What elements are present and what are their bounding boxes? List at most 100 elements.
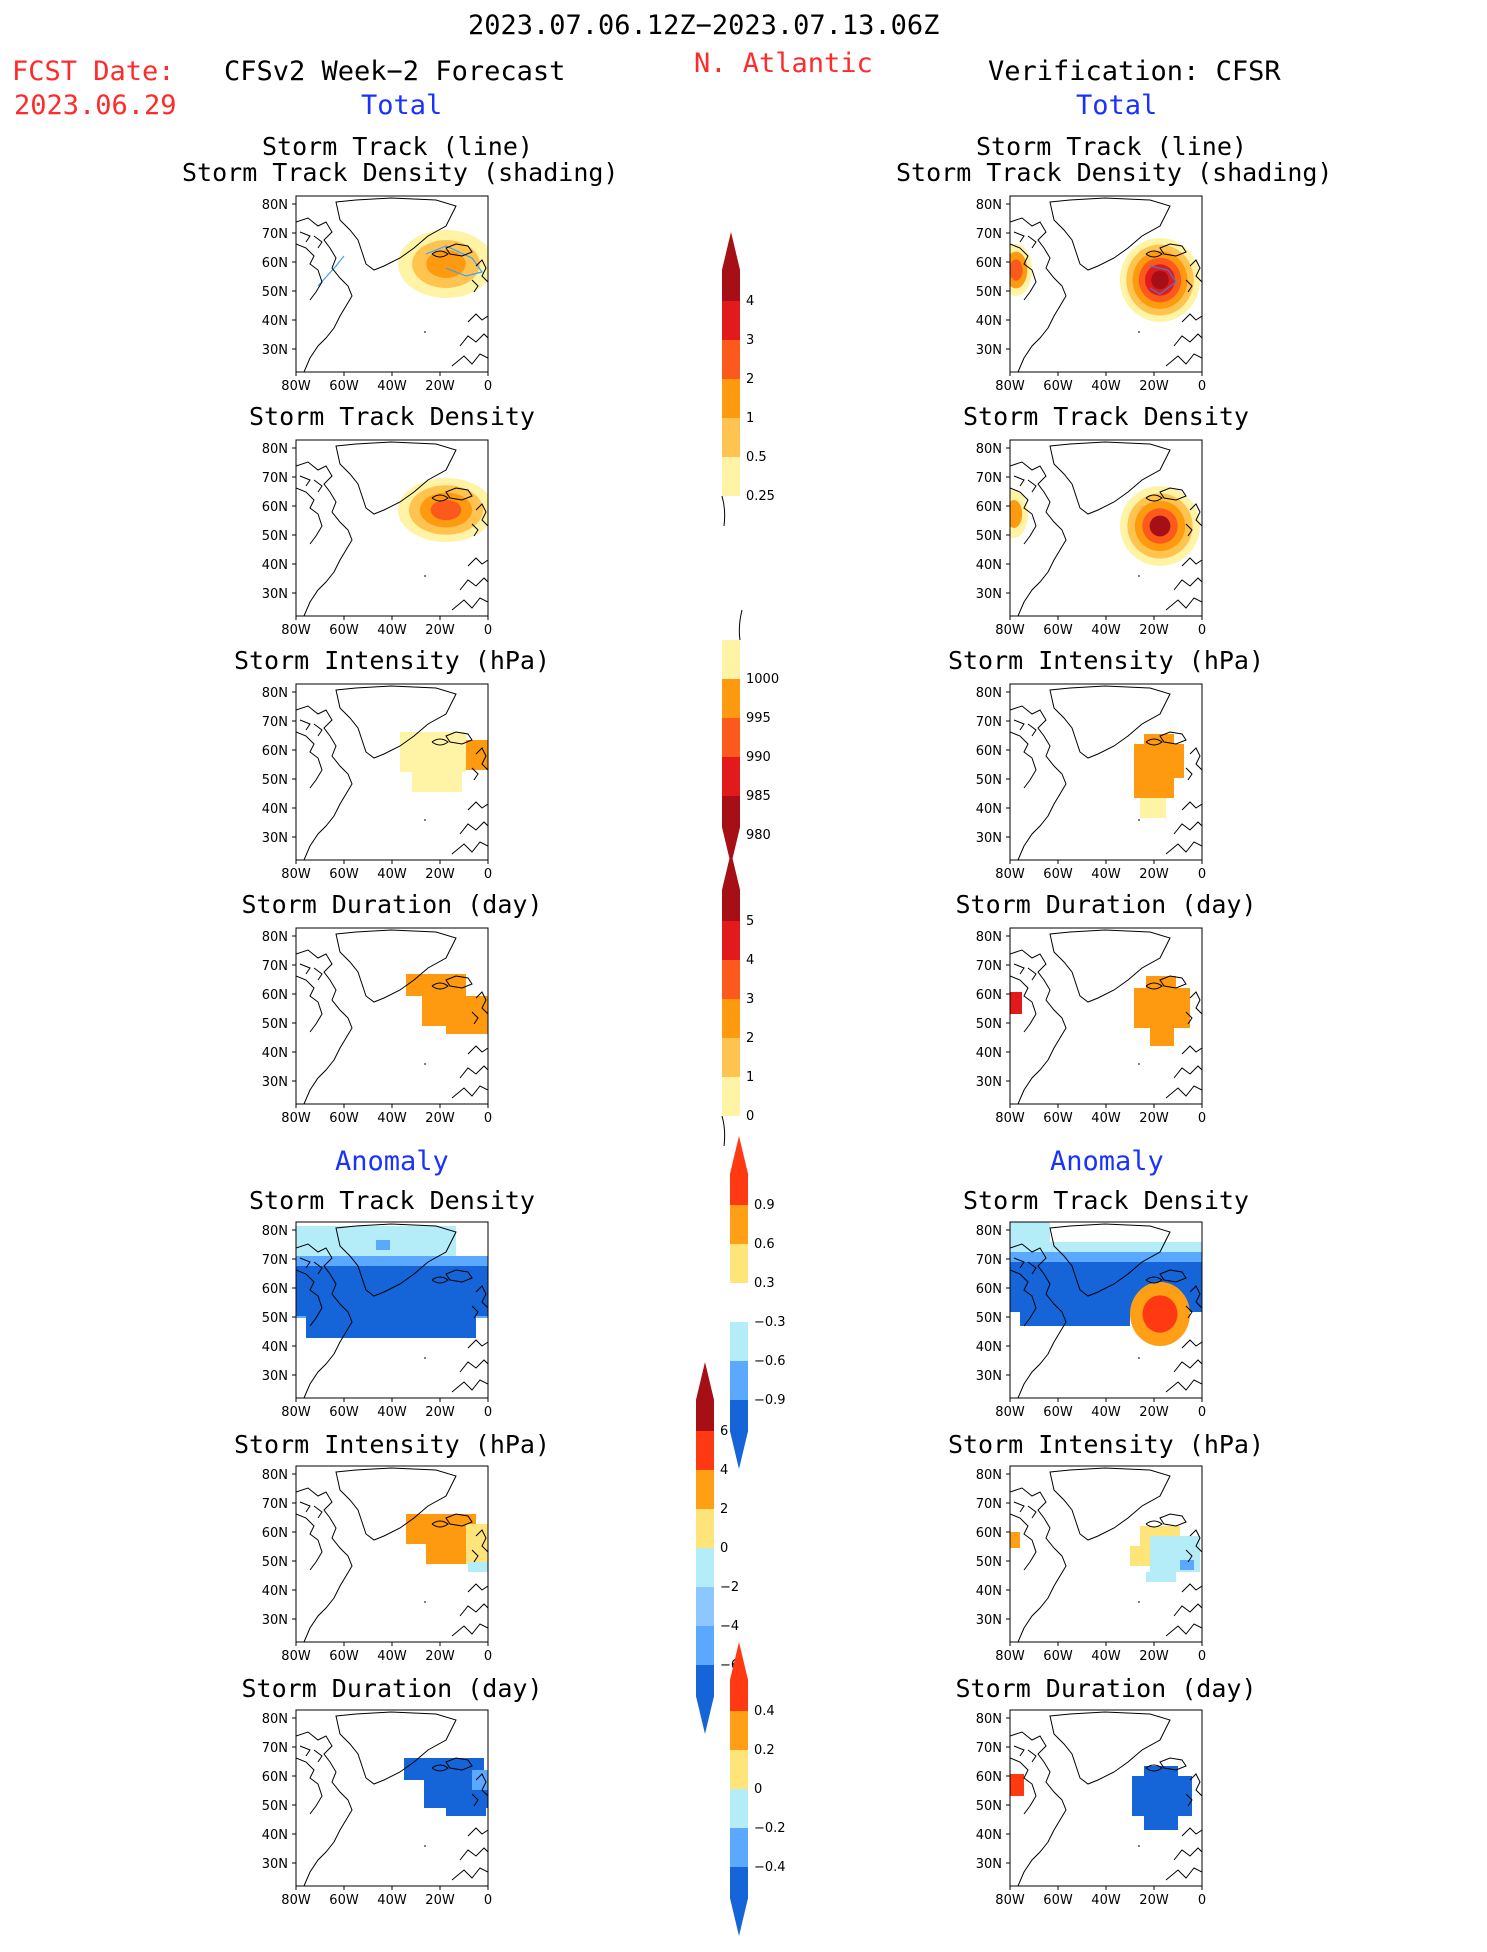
lat-tick-label: 70N — [262, 1497, 288, 1512]
lon-tick-label: 40W — [1091, 1649, 1121, 1664]
lat-tick-label: 50N — [262, 1555, 288, 1570]
lon-tick-label: 0 — [484, 623, 492, 638]
coastline — [1010, 487, 1037, 545]
lon-tick-label: 40W — [1091, 623, 1121, 638]
left-anom-intensity-title: Storm Intensity (hPa) — [233, 1430, 551, 1459]
colorbar-tick-label: 1000 — [746, 672, 779, 687]
lon-tick-label: 80W — [281, 379, 311, 394]
lon-tick-label: 0 — [484, 1405, 492, 1420]
lat-tick-label: 80N — [262, 1712, 288, 1727]
map-svg: 80N 70N 60N 50N 40N 30N 80W 60W 40W 20W 0 — [262, 1221, 492, 1420]
lon-tick-label: 80W — [281, 1111, 311, 1126]
coastline — [1049, 685, 1171, 759]
fcst-date-value: 2023.06.29 — [14, 90, 177, 121]
lon-tick-label: 20W — [1139, 1111, 1169, 1126]
lat-tick-label: 50N — [976, 285, 1002, 300]
coastline — [1010, 1731, 1067, 1886]
lon-tick-label: 20W — [425, 1111, 455, 1126]
coastline — [1185, 1529, 1202, 1563]
coastline — [1013, 475, 1037, 493]
lat-tick-label: 40N — [976, 1828, 1002, 1843]
colorbar-tick-label: 2 — [720, 1502, 728, 1517]
coastline — [451, 801, 488, 855]
lon-tick-label: 60W — [1043, 867, 1073, 882]
lat-tick-label: 70N — [976, 1741, 1002, 1756]
lat-tick-label: 40N — [262, 314, 288, 329]
left-track-title-2: Storm Track Density (shading) — [182, 158, 619, 187]
lat-tick-label: 50N — [976, 1017, 1002, 1032]
coastline — [296, 1487, 353, 1642]
lon-tick-label: 20W — [1139, 1649, 1169, 1664]
lat-tick-label: 80N — [262, 198, 288, 213]
coastline — [471, 747, 488, 781]
colorbar-tick-label: 4 — [746, 953, 754, 968]
fcst-duration-map: 80N 70N 60N 50N 40N 30N 80W 60W 40W 20W 0 — [246, 922, 508, 1132]
lon-tick-label: 40W — [377, 1111, 407, 1126]
coastline — [1013, 231, 1037, 249]
shading-layer — [317, 230, 488, 298]
lat-tick-label: 60N — [262, 744, 288, 759]
lon-tick-label: 60W — [1043, 1111, 1073, 1126]
left-duration-title: Storm Duration (day) — [241, 890, 543, 919]
lat-tick-label: 50N — [976, 773, 1002, 788]
lat-tick-label: 50N — [976, 1311, 1002, 1326]
lat-tick-label: 80N — [976, 198, 1002, 213]
lat-tick-label: 80N — [262, 1224, 288, 1239]
lon-tick-label: 0 — [1198, 623, 1206, 638]
lon-tick-label: 20W — [425, 379, 455, 394]
lat-tick-label: 30N — [262, 831, 288, 846]
verification-total-label: Total — [1076, 90, 1158, 121]
coastline — [296, 1731, 353, 1886]
lat-tick-label: 70N — [976, 471, 1002, 486]
map-svg: 80N 70N 60N 50N 40N 30N 80W 60W 40W 20W 0 — [262, 683, 492, 882]
coastline — [471, 991, 488, 1025]
coastline — [471, 1285, 488, 1319]
coastline — [1010, 949, 1067, 1104]
lon-tick-label: 40W — [377, 867, 407, 882]
lon-tick-label: 0 — [1198, 1111, 1206, 1126]
lat-tick-label: 30N — [976, 1369, 1002, 1384]
coastline — [1010, 705, 1067, 860]
lon-tick-label: 20W — [1139, 867, 1169, 882]
lon-tick-label: 40W — [377, 1893, 407, 1908]
fcst-density-map: 80N 70N 60N 50N 40N 30N 80W 60W 40W 20W 0 — [246, 434, 508, 644]
lat-tick-label: 50N — [262, 1311, 288, 1326]
lon-tick-label: 20W — [1139, 1405, 1169, 1420]
coastline — [335, 197, 457, 271]
map-svg: 80N 70N 60N 50N 40N 30N 80W 60W 40W 20W 0 — [976, 1465, 1206, 1664]
coastline — [299, 231, 323, 249]
lon-tick-label: 0 — [484, 1111, 492, 1126]
anom-intensity-colorbar: 6 4 2 0 −2 −4 −6 — [694, 1354, 774, 1750]
coastline — [299, 1501, 323, 1519]
lat-tick-label: 60N — [976, 988, 1002, 1003]
lat-tick-label: 70N — [976, 1497, 1002, 1512]
lon-tick-label: 80W — [995, 867, 1025, 882]
right-anom-density-title: Storm Track Density — [963, 1186, 1249, 1215]
intensity-colorbar: 1000 995 990 985 980 — [720, 602, 800, 881]
coastline — [1159, 243, 1187, 257]
lat-tick-label: 70N — [262, 715, 288, 730]
coastline — [296, 975, 323, 1033]
lon-tick-label: 0 — [1198, 1893, 1206, 1908]
lat-tick-label: 50N — [976, 1799, 1002, 1814]
lat-tick-label: 70N — [262, 471, 288, 486]
coastline — [1165, 801, 1202, 855]
coastline — [471, 1773, 488, 1807]
coastline — [299, 1745, 323, 1763]
lat-tick-label: 80N — [976, 930, 1002, 945]
verification-anomaly-label: Anomaly — [1050, 1146, 1164, 1177]
right-duration-title: Storm Duration (day) — [955, 890, 1257, 919]
lon-tick-label: 20W — [1139, 1893, 1169, 1908]
lon-tick-label: 80W — [995, 623, 1025, 638]
lon-tick-label: 80W — [995, 1405, 1025, 1420]
lon-tick-label: 20W — [425, 1893, 455, 1908]
lat-tick-label: 30N — [976, 343, 1002, 358]
lon-tick-label: 20W — [425, 867, 455, 882]
verif-density-map: 80N 70N 60N 50N 40N 30N 80W 60W 40W 20W 0 — [960, 434, 1222, 644]
map-svg: 80N 70N 60N 50N 40N 30N 80W 60W 40W 20W 0 — [262, 1709, 492, 1908]
lat-tick-label: 60N — [976, 1526, 1002, 1541]
fcst-anom-density-map: 80N 70N 60N 50N 40N 30N 80W 60W 40W 20W 0 — [246, 1216, 508, 1426]
lon-tick-label: 0 — [1198, 1405, 1206, 1420]
colorbar-tick-label: 0.25 — [746, 489, 775, 504]
colorbar-tick-label: −0.6 — [754, 1354, 786, 1369]
